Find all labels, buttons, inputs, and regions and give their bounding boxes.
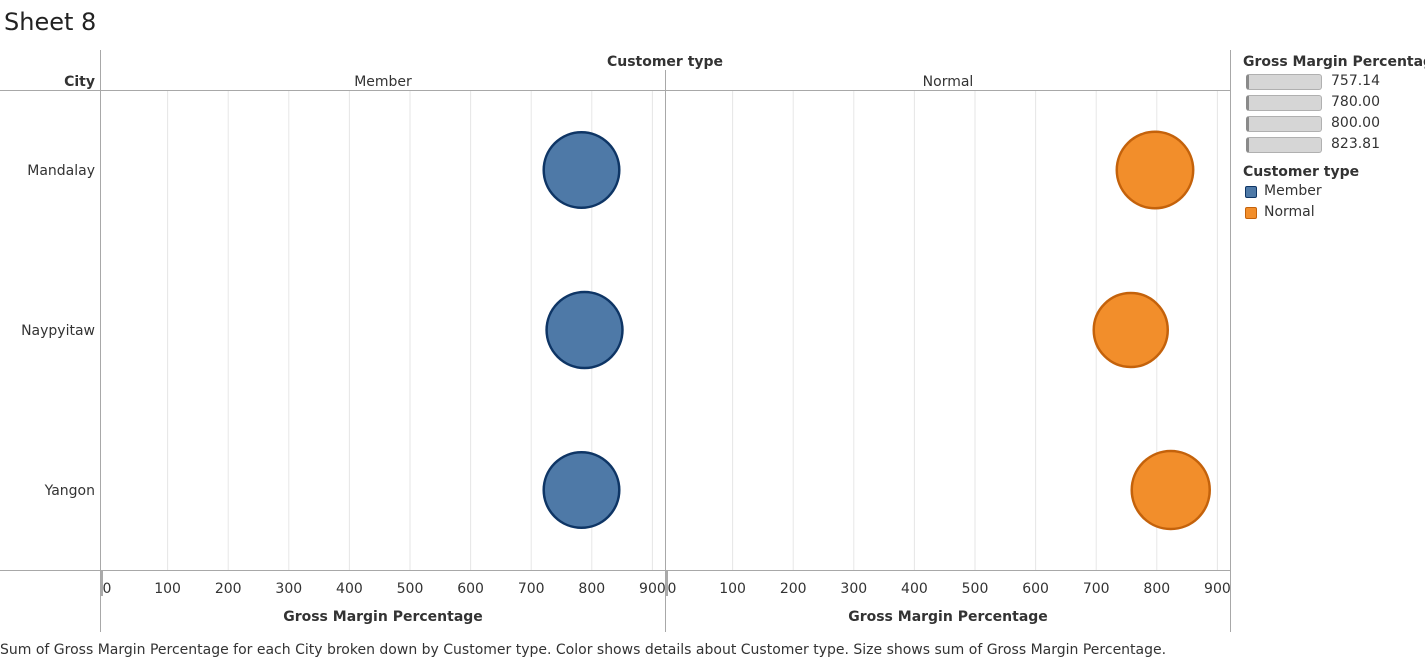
sheet-title: Sheet 8 <box>4 8 97 36</box>
size-legend-item[interactable]: 780.00 <box>1243 93 1425 114</box>
x-tick-label: 300 <box>840 581 867 597</box>
column-field-header: Customer type <box>607 54 723 70</box>
color-legend-item-normal[interactable]: Normal <box>1243 203 1425 224</box>
x-tick-label: 900 <box>639 581 666 597</box>
row-label-yangon: Yangon <box>44 483 95 499</box>
size-legend-label: 757.14 <box>1331 73 1380 89</box>
x-tick-label: 400 <box>901 581 928 597</box>
x-axis-title: Gross Margin Percentage <box>283 609 483 625</box>
color-legend-label: Normal <box>1264 204 1315 220</box>
color-swatch-icon <box>1245 207 1257 219</box>
x-tick-label: 700 <box>1083 581 1110 597</box>
x-tick-label: 100 <box>719 581 746 597</box>
x-tick-label: 900 <box>1204 581 1231 597</box>
size-marker-icon <box>1246 116 1322 132</box>
bubble-normal-yangon <box>1130 449 1211 531</box>
color-swatch-icon <box>1245 186 1257 198</box>
row-label-naypyitaw: Naypyitaw <box>21 323 95 339</box>
x-tick-label: 600 <box>457 581 484 597</box>
bubble-member-naypyitaw <box>545 290 624 370</box>
row-field-header: City <box>64 74 95 90</box>
size-legend-item[interactable]: 757.14 <box>1243 72 1425 93</box>
color-legend-title: Customer type <box>1243 164 1360 180</box>
legend-panel: Gross Margin Percentage 757.14 780.00 80… <box>1243 54 1425 224</box>
chart-caption: Sum of Gross Margin Percentage for each … <box>0 642 1167 658</box>
x-tick-label: 500 <box>962 581 989 597</box>
x-tick-label: 800 <box>578 581 605 597</box>
pane-header-member: Member <box>354 74 412 90</box>
x-tick-label: 0 <box>668 581 677 597</box>
size-legend-label: 823.81 <box>1331 136 1380 152</box>
x-tick-label: 600 <box>1022 581 1049 597</box>
bubble-member-mandalay <box>542 130 621 210</box>
pane-header-normal: Normal <box>923 74 974 90</box>
size-legend-label: 800.00 <box>1331 115 1380 131</box>
bubble-normal-naypyitaw <box>1092 291 1169 369</box>
size-legend-title: Gross Margin Percentage <box>1243 54 1425 70</box>
size-legend-item[interactable]: 823.81 <box>1243 135 1425 156</box>
x-tick-label: 700 <box>518 581 545 597</box>
size-marker-icon <box>1246 137 1322 153</box>
size-legend-label: 780.00 <box>1331 94 1380 110</box>
x-tick-label: 200 <box>215 581 242 597</box>
size-marker-icon <box>1246 74 1322 90</box>
size-marker-icon <box>1246 95 1322 111</box>
color-legend: Member Normal <box>1243 182 1425 224</box>
x-tick-label: 100 <box>154 581 181 597</box>
color-legend-item-member[interactable]: Member <box>1243 182 1425 203</box>
size-legend-item[interactable]: 800.00 <box>1243 114 1425 135</box>
x-tick-label: 0 <box>103 581 112 597</box>
bubble-member-yangon <box>542 450 621 530</box>
x-axis-title: Gross Margin Percentage <box>848 609 1048 625</box>
scatter-chart: City Customer type Member Normal Mandalay Nay… <box>0 50 1231 632</box>
x-tick-label: 200 <box>780 581 807 597</box>
x-tick-label: 300 <box>275 581 302 597</box>
row-label-mandalay: Mandalay <box>27 163 95 179</box>
size-legend: 757.14 780.00 800.00 823.81 <box>1243 72 1425 156</box>
x-tick-label: 500 <box>397 581 424 597</box>
x-tick-label: 400 <box>336 581 363 597</box>
color-legend-label: Member <box>1264 183 1322 199</box>
x-tick-label: 800 <box>1143 581 1170 597</box>
bubble-normal-mandalay <box>1115 130 1195 210</box>
